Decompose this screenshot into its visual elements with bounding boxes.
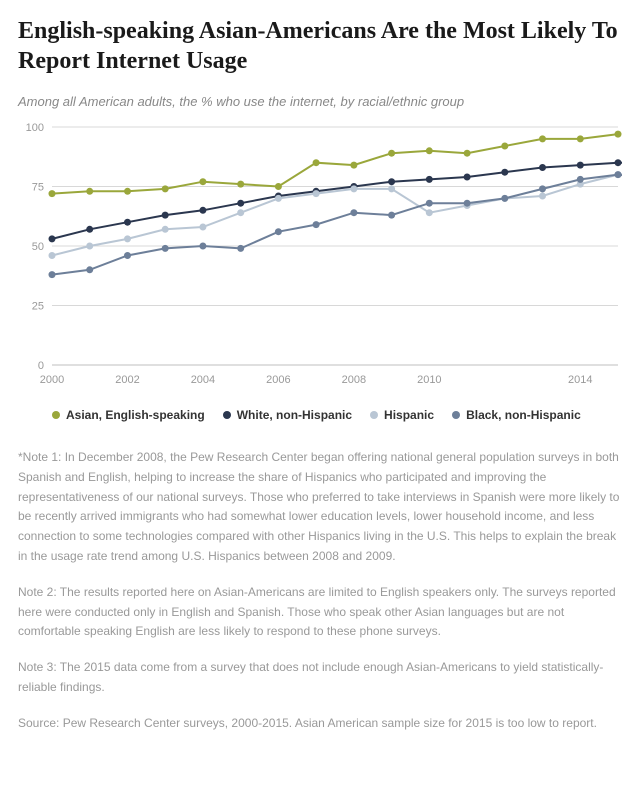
series-point-black	[162, 245, 169, 252]
series-point-hispanic	[388, 185, 395, 192]
legend-label: Black, non-Hispanic	[466, 408, 581, 422]
series-point-black	[388, 212, 395, 219]
series-point-asian	[350, 162, 357, 169]
series-point-black	[615, 171, 622, 178]
series-point-asian	[388, 150, 395, 157]
series-point-black	[539, 185, 546, 192]
series-point-black	[313, 221, 320, 228]
series-point-asian	[313, 159, 320, 166]
svg-text:2008: 2008	[342, 374, 366, 386]
series-point-asian	[49, 190, 56, 197]
series-point-white	[49, 235, 56, 242]
series-point-black	[426, 200, 433, 207]
line-chart: 0 25 50 75 100 2000 2002 2004 2006 2008 2010 2014	[18, 117, 622, 397]
series-point-white	[464, 174, 471, 181]
series-point-asian	[501, 143, 508, 150]
svg-text:2004: 2004	[191, 374, 215, 386]
series-point-hispanic	[237, 209, 244, 216]
note-1: *Note 1: In December 2008, the Pew Resea…	[18, 448, 622, 567]
series-point-white	[388, 178, 395, 185]
svg-text:25: 25	[32, 301, 44, 313]
series-point-hispanic	[49, 252, 56, 259]
series-point-black	[49, 271, 56, 278]
notes-container: *Note 1: In December 2008, the Pew Resea…	[18, 448, 622, 734]
series-point-asian	[124, 188, 131, 195]
series-point-asian	[464, 150, 471, 157]
series-point-asian	[539, 135, 546, 142]
svg-text:2006: 2006	[266, 374, 290, 386]
series-point-white	[162, 212, 169, 219]
series-point-hispanic	[275, 195, 282, 202]
series-point-white	[237, 200, 244, 207]
series-point-black	[275, 228, 282, 235]
series-point-asian	[426, 147, 433, 154]
legend-item-white: White, non-Hispanic	[223, 408, 352, 422]
series-point-white	[615, 159, 622, 166]
series-point-hispanic	[350, 185, 357, 192]
legend-marker-icon	[452, 411, 460, 419]
legend-marker-icon	[52, 411, 60, 419]
series-point-black	[86, 266, 93, 273]
note-2: Note 2: The results reported here on Asi…	[18, 583, 622, 642]
series-point-white	[124, 219, 131, 226]
svg-text:2002: 2002	[115, 374, 139, 386]
chart-subtitle: Among all American adults, the % who use…	[18, 94, 622, 109]
svg-text:2010: 2010	[417, 374, 441, 386]
series-point-hispanic	[426, 209, 433, 216]
series-point-hispanic	[313, 190, 320, 197]
series-point-asian	[237, 181, 244, 188]
series-point-asian	[162, 185, 169, 192]
svg-text:50: 50	[32, 241, 44, 253]
series-point-black	[464, 200, 471, 207]
legend-label: Asian, English-speaking	[66, 408, 205, 422]
legend-label: Hispanic	[384, 408, 434, 422]
chart-legend: Asian, English-speaking White, non-Hispan…	[18, 402, 622, 440]
series-point-asian	[577, 135, 584, 142]
series-point-hispanic	[539, 193, 546, 200]
series-point-white	[539, 164, 546, 171]
series-point-black	[501, 195, 508, 202]
series-point-white	[501, 169, 508, 176]
series-point-black	[124, 252, 131, 259]
svg-text:100: 100	[26, 122, 44, 134]
series-point-asian	[86, 188, 93, 195]
series-point-white	[86, 226, 93, 233]
series-point-black	[350, 209, 357, 216]
legend-label: White, non-Hispanic	[237, 408, 352, 422]
legend-item-black: Black, non-Hispanic	[452, 408, 581, 422]
series-point-black	[237, 245, 244, 252]
legend-marker-icon	[370, 411, 378, 419]
svg-text:0: 0	[38, 360, 44, 372]
note-3: Note 3: The 2015 data come from a survey…	[18, 658, 622, 698]
series-point-white	[199, 207, 206, 214]
series-point-hispanic	[86, 243, 93, 250]
chart-title: English-speaking Asian-Americans Are the…	[18, 16, 622, 76]
series-point-asian	[275, 183, 282, 190]
series-point-black	[199, 243, 206, 250]
series-point-asian	[199, 178, 206, 185]
series-point-white	[577, 162, 584, 169]
legend-marker-icon	[223, 411, 231, 419]
series-point-asian	[615, 131, 622, 138]
series-point-hispanic	[124, 235, 131, 242]
note-4: Source: Pew Research Center surveys, 200…	[18, 714, 622, 734]
svg-text:2014: 2014	[568, 374, 592, 386]
series-point-black	[577, 176, 584, 183]
svg-text:2000: 2000	[40, 374, 64, 386]
series-point-hispanic	[162, 226, 169, 233]
legend-item-asian: Asian, English-speaking	[52, 408, 205, 422]
chart-container: 0 25 50 75 100 2000 2002 2004 2006 2008 2010 2014 A…	[18, 117, 622, 440]
series-point-hispanic	[199, 224, 206, 231]
legend-item-hispanic: Hispanic	[370, 408, 434, 422]
svg-text:75: 75	[32, 182, 44, 194]
series-point-white	[426, 176, 433, 183]
